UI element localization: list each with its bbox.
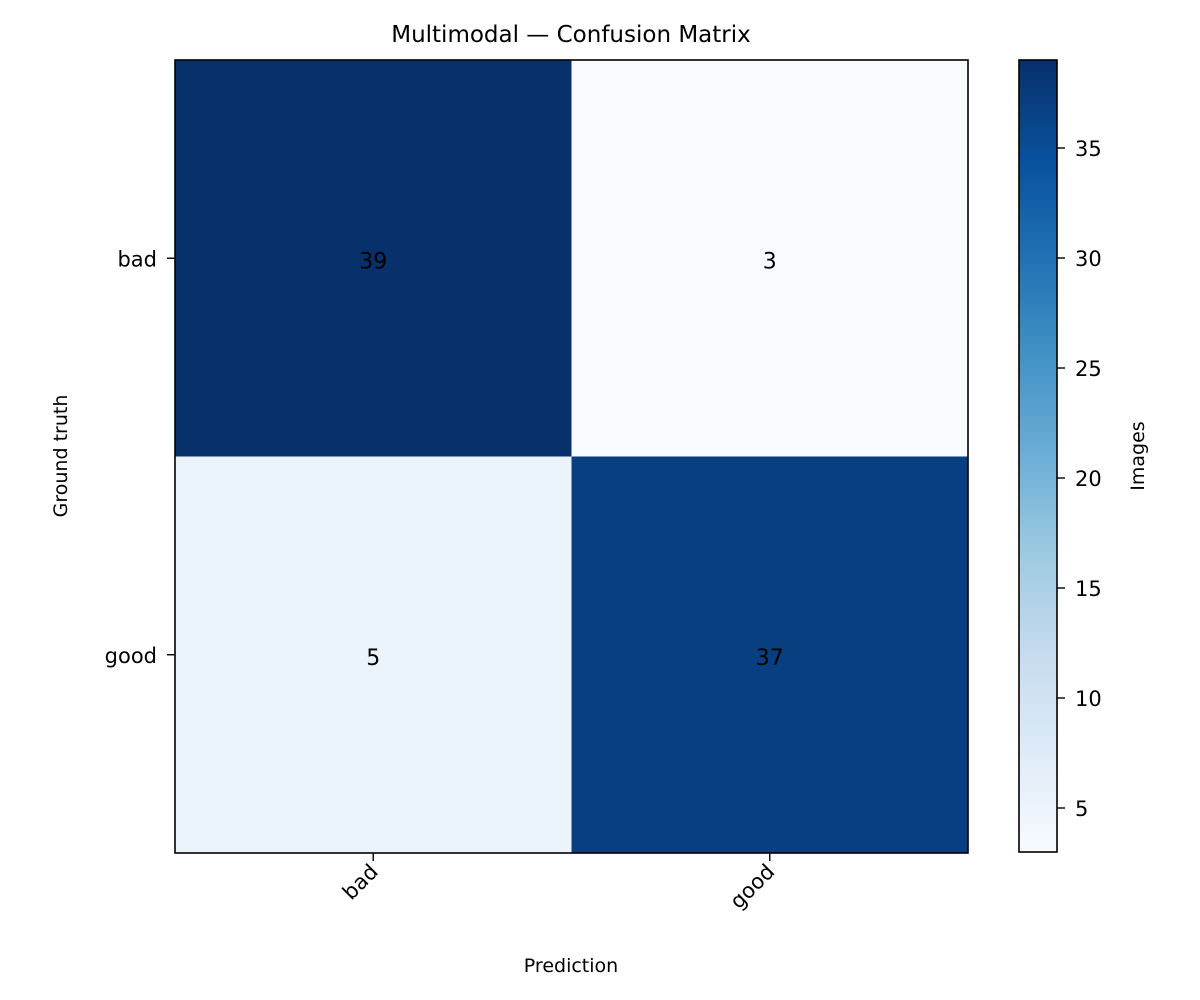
colorbar-tick-label: 35 — [1075, 137, 1102, 161]
chart-title: Multimodal — Confusion Matrix — [391, 22, 751, 48]
plot-frame — [174, 59, 969, 854]
cell-value-labels: 39 3 5 37 — [359, 249, 784, 671]
heatmap-cell-bad-bad — [175, 60, 572, 457]
colorbar-tick-label: 20 — [1075, 467, 1102, 491]
y-axis-label: Ground truth — [50, 395, 72, 518]
colorbar-tick-label: 25 — [1075, 357, 1102, 381]
y-axis-ticks: bad good — [105, 247, 175, 668]
heatmap-cells — [175, 60, 969, 854]
heatmap-cell-good-bad — [175, 456, 572, 854]
colorbar-ticks: 5 10 15 20 25 30 35 — [1057, 137, 1102, 821]
colorbar-label: Images — [1127, 421, 1149, 490]
heatmap-cell-good-good — [571, 456, 969, 854]
colorbar-tick-label: 10 — [1075, 687, 1102, 711]
colorbar — [1019, 60, 1057, 852]
cell-value-label: 3 — [763, 249, 777, 274]
cell-value-label: 5 — [366, 646, 380, 671]
y-tick-label: bad — [117, 247, 157, 271]
colorbar-tick-label: 5 — [1075, 797, 1088, 821]
colorbar-tick-label: 15 — [1075, 577, 1102, 601]
cell-value-label: 39 — [359, 249, 387, 274]
y-tick-label: good — [105, 644, 157, 668]
heatmap-cell-bad-good — [571, 60, 969, 457]
colorbar-frame — [1018, 59, 1058, 853]
cell-value-label: 37 — [756, 646, 784, 671]
x-axis-label: Prediction — [524, 955, 618, 977]
colorbar-tick-label: 30 — [1075, 247, 1102, 271]
